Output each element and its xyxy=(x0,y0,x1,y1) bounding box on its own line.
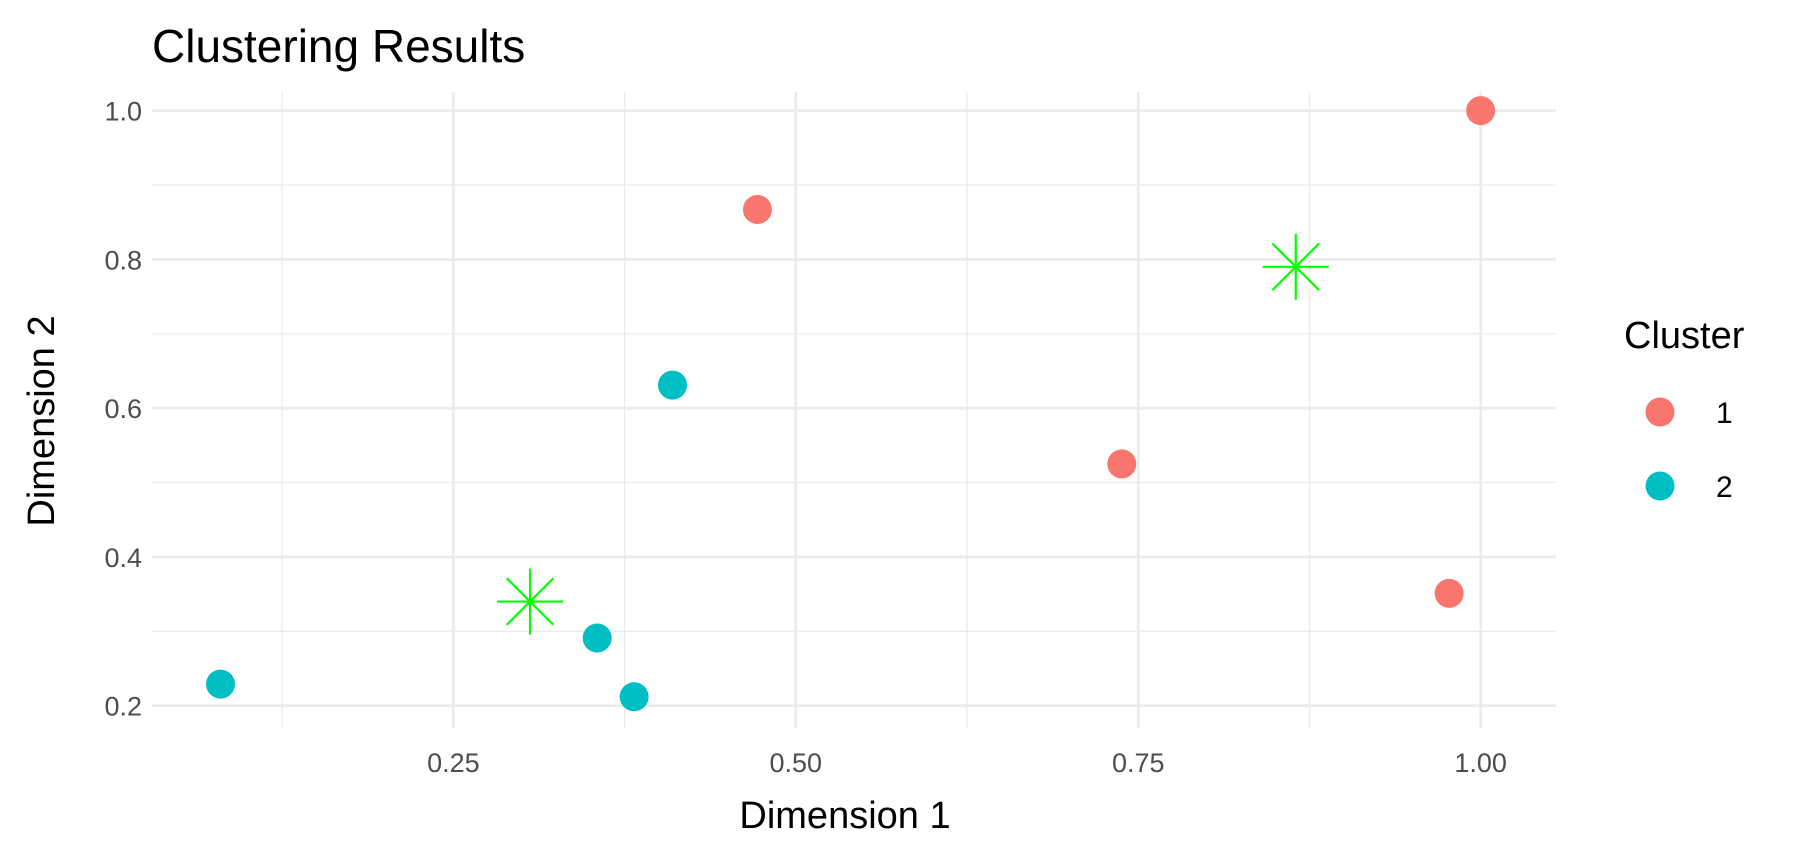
cluster-2-point xyxy=(582,623,612,653)
cluster-1-point xyxy=(1466,96,1496,126)
y-tick-label: 0.4 xyxy=(104,543,142,573)
x-axis-title: Dimension 1 xyxy=(739,795,950,837)
legend-label-1: 1 xyxy=(1716,397,1733,430)
legend-key-2 xyxy=(1645,471,1675,501)
cluster-center-marker xyxy=(1262,233,1329,300)
tick-labels: 0.25 0.50 0.75 1.00 0.2 0.4 0.6 0.8 1.0 xyxy=(104,97,1506,778)
cluster-1-point xyxy=(1107,449,1137,479)
y-tick-label: 0.2 xyxy=(104,692,142,722)
cluster-2-point xyxy=(205,669,235,699)
cluster-2-point xyxy=(658,370,688,400)
legend-title: Cluster xyxy=(1624,315,1745,357)
x-tick-label: 0.25 xyxy=(427,748,480,778)
y-axis-title: Dimension 2 xyxy=(21,315,63,526)
grid xyxy=(152,92,1556,728)
chart-title: Clustering Results xyxy=(152,20,525,72)
cluster-2-point xyxy=(619,682,649,712)
x-tick-label: 1.00 xyxy=(1454,748,1507,778)
legend-label-2: 2 xyxy=(1716,471,1733,504)
y-tick-label: 1.0 xyxy=(104,97,142,127)
cluster-1-point xyxy=(742,195,772,225)
cluster-center-marker xyxy=(497,568,564,635)
cluster-1-point xyxy=(1434,578,1464,608)
legend: Cluster 12 xyxy=(1624,315,1745,504)
y-tick-label: 0.8 xyxy=(104,245,142,275)
x-tick-label: 0.75 xyxy=(1112,748,1165,778)
cluster-centers xyxy=(497,233,1329,635)
legend-key-1 xyxy=(1645,397,1675,427)
center-asterisk-stroke xyxy=(505,577,555,626)
center-asterisk-stroke xyxy=(1271,242,1320,291)
y-tick-label: 0.6 xyxy=(104,394,142,424)
legend-entries: 12 xyxy=(1645,397,1733,504)
x-tick-label: 0.50 xyxy=(770,748,823,778)
data-points xyxy=(205,96,1496,712)
